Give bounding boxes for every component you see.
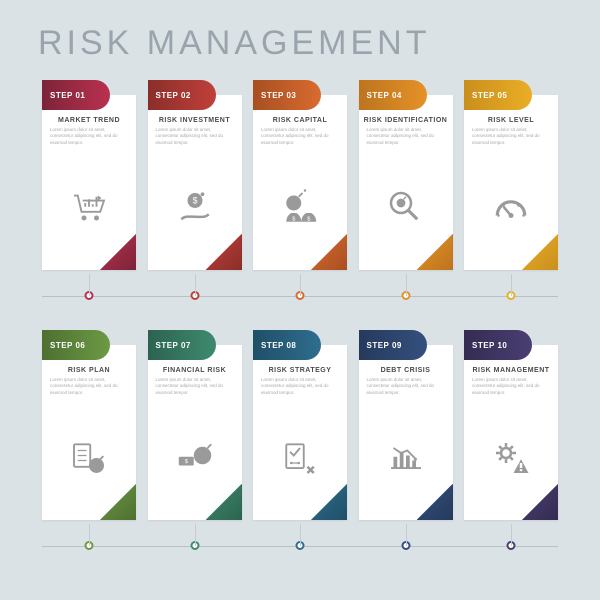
step-tab: STEP 02 (148, 80, 216, 110)
step-tab: STEP 01 (42, 80, 110, 110)
money-bomb-icon: $ (148, 436, 242, 480)
row-2: STEP 06RISK PLANLorem ipsum dolor sit am… (42, 345, 558, 520)
timeline-connector (511, 274, 512, 296)
timeline-connector (300, 524, 301, 546)
step-card-10: STEP 10RISK MANAGEMENTLorem ipsum dolor … (464, 345, 558, 520)
step-card-2: STEP 02RISK INVESTMENTLorem ipsum dolor … (148, 95, 242, 270)
step-title: RISK INVESTMENT (155, 117, 234, 124)
timeline-2 (42, 546, 558, 547)
step-body: Lorem ipsum dolor sit amet, consectetur … (253, 377, 347, 396)
row-1: STEP 01MARKET TRENDLorem ipsum dolor sit… (42, 95, 558, 270)
step-tab: STEP 08 (253, 330, 321, 360)
step-card-7: STEP 07FINANCIAL RISKLorem ipsum dolor s… (148, 345, 242, 520)
svg-text:$: $ (192, 196, 197, 206)
step-card-5: STEP 05RISK LEVELLorem ipsum dolor sit a… (464, 95, 558, 270)
step-body: Lorem ipsum dolor sit amet, consectetur … (359, 377, 453, 396)
hand-coin-icon: $ (148, 186, 242, 230)
step-body: Lorem ipsum dolor sit amet, consectetur … (148, 127, 242, 146)
step-body: Lorem ipsum dolor sit amet, consectetur … (42, 127, 136, 146)
clipboard-bomb-icon (42, 436, 136, 480)
step-title: RISK STRATEGY (265, 367, 336, 374)
step-card-1: STEP 01MARKET TRENDLorem ipsum dolor sit… (42, 95, 136, 270)
timeline-1 (42, 296, 558, 297)
cart-chart-icon (42, 186, 136, 230)
step-body: Lorem ipsum dolor sit amet, consectetur … (148, 377, 242, 396)
step-title: RISK IDENTIFICATION (360, 117, 452, 124)
step-tab: STEP 06 (42, 330, 110, 360)
magnify-bomb-icon (359, 186, 453, 230)
step-title: RISK MANAGEMENT (468, 367, 553, 374)
step-card-6: STEP 06RISK PLANLorem ipsum dolor sit am… (42, 345, 136, 520)
timeline-connector (195, 524, 196, 546)
gauge-icon (464, 186, 558, 230)
step-card-3: STEP 03RISK CAPITALLorem ipsum dolor sit… (253, 95, 347, 270)
timeline-connector (89, 524, 90, 546)
gear-warning-icon (464, 436, 558, 480)
step-card-9: STEP 09DEBT CRISISLorem ipsum dolor sit … (359, 345, 453, 520)
timeline-connector (511, 524, 512, 546)
step-card-4: STEP 04RISK IDENTIFICATIONLorem ipsum do… (359, 95, 453, 270)
step-body: Lorem ipsum dolor sit amet, consectetur … (42, 377, 136, 396)
bomb-bags-icon: $$ (253, 186, 347, 230)
step-tab: STEP 04 (359, 80, 427, 110)
step-body: Lorem ipsum dolor sit amet, consectetur … (359, 127, 453, 146)
step-title: RISK PLAN (64, 367, 114, 374)
timeline-connector (195, 274, 196, 296)
step-tab: STEP 03 (253, 80, 321, 110)
step-body: Lorem ipsum dolor sit amet, consectetur … (253, 127, 347, 146)
step-title: MARKET TREND (54, 117, 124, 124)
main-title: RISK MANAGEMENT (38, 24, 430, 63)
step-card-8: STEP 08RISK STRATEGYLorem ipsum dolor si… (253, 345, 347, 520)
timeline-connector (300, 274, 301, 296)
step-tab: STEP 09 (359, 330, 427, 360)
timeline-connector (406, 274, 407, 296)
step-title: RISK LEVEL (484, 117, 538, 124)
step-title: RISK CAPITAL (269, 117, 331, 124)
step-title: DEBT CRISIS (377, 367, 435, 374)
timeline-connector (406, 524, 407, 546)
step-tab: STEP 10 (464, 330, 532, 360)
clipboard-strategy-icon (253, 436, 347, 480)
timeline-connector (89, 274, 90, 296)
chart-down-icon (359, 436, 453, 480)
step-body: Lorem ipsum dolor sit amet, consectetur … (464, 377, 558, 396)
step-title: FINANCIAL RISK (159, 367, 230, 374)
step-body: Lorem ipsum dolor sit amet, consectetur … (464, 127, 558, 146)
step-tab: STEP 05 (464, 80, 532, 110)
step-tab: STEP 07 (148, 330, 216, 360)
